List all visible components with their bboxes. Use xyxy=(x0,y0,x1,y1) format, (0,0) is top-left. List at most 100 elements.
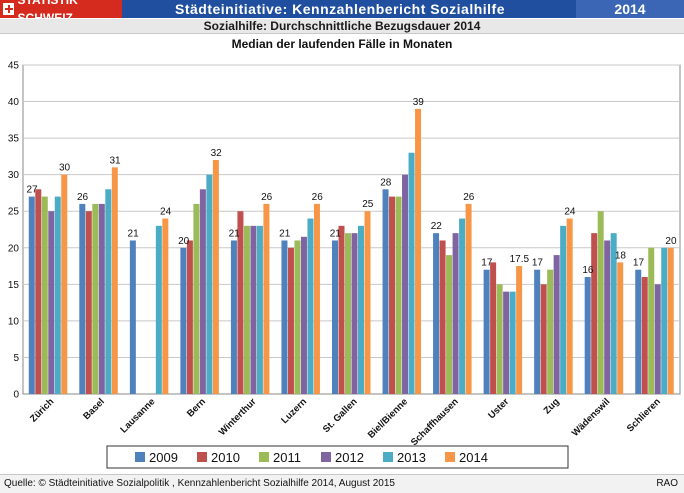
data-label: 17 xyxy=(481,258,493,269)
legend-label: 2014 xyxy=(459,450,488,465)
source-note: Quelle: © Städteinitiative Sozialpolitik… xyxy=(4,478,395,489)
bar xyxy=(212,160,219,394)
x-tick-label: Luzern xyxy=(279,396,309,426)
data-label: 25 xyxy=(362,199,374,210)
bar xyxy=(54,196,61,394)
app-title: Städteinitiative: Kennzahlenbericht Sozi… xyxy=(175,1,505,17)
x-tick-label: Winterthur xyxy=(217,396,259,438)
legend-swatch xyxy=(135,452,145,462)
legend-swatch xyxy=(259,452,269,462)
footer: Quelle: © Städteinitiative Sozialpolitik… xyxy=(0,474,684,493)
x-tick-label: Biel/Bienne xyxy=(366,396,410,440)
footer-code: RAO xyxy=(656,478,678,489)
data-label: 22 xyxy=(431,221,443,232)
y-tick-label: 30 xyxy=(8,170,20,181)
data-label: 21 xyxy=(330,228,342,239)
bar xyxy=(230,240,237,394)
bar xyxy=(547,269,554,394)
x-tick-label: Basel xyxy=(81,396,107,422)
bar xyxy=(41,196,48,394)
bar xyxy=(452,233,459,394)
legend-label: 2011 xyxy=(273,450,301,465)
data-label: 26 xyxy=(463,192,475,203)
header-bar xyxy=(0,0,684,18)
bar xyxy=(28,196,35,394)
bar xyxy=(300,236,307,394)
bar xyxy=(402,174,409,394)
bar xyxy=(105,189,112,394)
data-label: 39 xyxy=(413,97,425,108)
data-label: 21 xyxy=(229,228,241,239)
bar xyxy=(597,211,604,394)
legend-swatch xyxy=(445,452,455,462)
data-label: 28 xyxy=(380,177,392,188)
bar xyxy=(206,174,213,394)
x-tick-label: Lausanne xyxy=(118,396,157,435)
swiss-cross-icon xyxy=(3,3,14,15)
bar xyxy=(604,240,611,394)
bar xyxy=(358,225,364,394)
data-label: 18 xyxy=(615,250,627,261)
legend-label: 2009 xyxy=(149,450,178,465)
bar xyxy=(186,240,193,394)
bar xyxy=(162,218,169,394)
bar xyxy=(415,108,422,394)
bar xyxy=(641,277,648,394)
bar xyxy=(263,203,270,394)
legend-swatch xyxy=(383,452,393,462)
data-label: 21 xyxy=(128,228,140,239)
bar xyxy=(364,211,371,394)
data-label: 26 xyxy=(261,192,273,203)
bar xyxy=(648,247,655,394)
legend-label: 2010 xyxy=(211,450,240,465)
x-tick-label: Zürich xyxy=(28,396,56,424)
bar xyxy=(243,225,250,394)
x-tick-label: Wädenswil xyxy=(570,396,612,438)
data-label: 24 xyxy=(564,207,576,218)
bar xyxy=(389,196,396,394)
legend-swatch xyxy=(197,452,207,462)
bar xyxy=(661,247,668,394)
x-tick-label: Uster xyxy=(486,396,511,421)
bar xyxy=(503,291,510,394)
x-tick-label: Schaffhausen xyxy=(409,396,461,448)
chart-title: Median der laufenden Fälle in Monaten xyxy=(231,37,453,51)
page-subtitle: Sozialhilfe: Durchschnittliche Bezugsdau… xyxy=(0,19,684,34)
legend-label: 2012 xyxy=(335,450,364,465)
bar xyxy=(155,225,162,394)
data-label: 17.5 xyxy=(510,254,530,265)
data-label: 17 xyxy=(532,258,544,269)
bar xyxy=(465,203,472,394)
bar xyxy=(566,218,573,394)
legend-label: 2013 xyxy=(397,450,426,465)
data-label: 27 xyxy=(26,185,38,196)
bar xyxy=(654,284,661,394)
bar xyxy=(395,196,402,394)
y-tick-label: 40 xyxy=(8,97,20,108)
bar xyxy=(307,218,314,394)
x-tick-label: Bern xyxy=(185,396,208,419)
year-badge: 2014 xyxy=(576,0,684,18)
data-label: 26 xyxy=(312,192,324,203)
data-label: 32 xyxy=(211,148,223,159)
bar xyxy=(433,233,440,394)
bar xyxy=(540,284,547,394)
y-tick-label: 10 xyxy=(8,316,20,327)
data-label: 26 xyxy=(77,192,89,203)
bar-chart: 0 5 10 15 20 25 30 35 40 45 Zürich Basel Lausanne Ber… xyxy=(8,61,681,469)
bar xyxy=(553,255,560,394)
data-label: 31 xyxy=(109,155,121,166)
bar xyxy=(584,277,591,394)
bar xyxy=(490,262,497,394)
bar xyxy=(129,240,136,394)
bar xyxy=(382,189,389,394)
bar xyxy=(61,174,68,394)
bar xyxy=(256,225,263,394)
bar xyxy=(111,167,118,394)
bar xyxy=(313,203,320,394)
bar xyxy=(446,255,453,394)
bar xyxy=(193,203,200,394)
bar xyxy=(281,240,288,394)
bar xyxy=(338,225,345,394)
data-label: 20 xyxy=(665,236,677,247)
